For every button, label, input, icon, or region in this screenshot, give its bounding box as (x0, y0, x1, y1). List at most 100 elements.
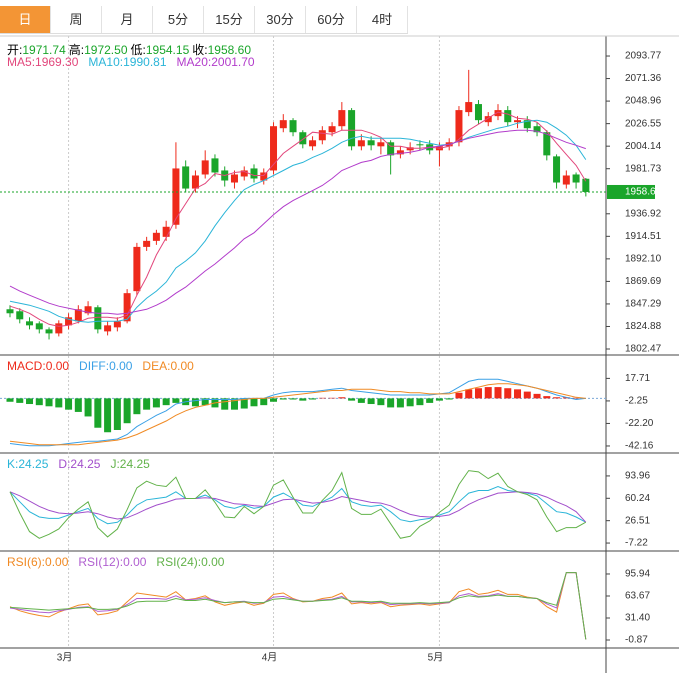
legend-name: DIFF (79, 359, 109, 373)
candle-body (377, 142, 385, 147)
macd-bar (94, 398, 102, 428)
ohlc-name: 高 (69, 43, 84, 57)
macd-bar (328, 397, 336, 399)
plot-area (9, 572, 587, 640)
macd-bar (338, 397, 346, 399)
candle-body (113, 321, 121, 328)
macd-bar (6, 398, 14, 402)
legend-value: 0.00 (170, 359, 194, 373)
series-line (9, 119, 587, 323)
legend-item: DEA0.00 (142, 359, 193, 373)
macd-bar (299, 398, 307, 401)
y-tick-label: 1981.73 (625, 163, 662, 174)
macd-bar (387, 398, 395, 408)
macd-bar (201, 398, 209, 406)
series-line (9, 572, 587, 640)
macd-legend: MACD0.00DIFF0.00DEA0.00 (7, 359, 204, 373)
candle-body (396, 150, 404, 155)
period-tab[interactable]: 15分 (204, 6, 255, 33)
y-tick-label: 31.40 (625, 613, 650, 624)
candle-body (279, 120, 287, 129)
candle-body (289, 120, 297, 133)
period-tab[interactable]: 周 (51, 6, 102, 33)
legend-value: 0.00 (201, 555, 225, 569)
macd-bar (455, 392, 463, 399)
macd-bar (416, 398, 424, 406)
period-tab[interactable]: 日 (0, 6, 51, 33)
x-tick-label: 4月 (262, 652, 278, 664)
y-tick-label: 1802.47 (625, 344, 662, 355)
legend-item: RSI(6)0.00 (7, 555, 68, 569)
ohlc-value: 1971.74 (22, 43, 66, 57)
candle-body (123, 293, 131, 322)
macd-bar (318, 397, 326, 399)
macd-bar (484, 387, 492, 399)
legend-value: 0.00 (45, 555, 69, 569)
candle-body (104, 325, 112, 332)
series-line (9, 491, 587, 523)
period-tab[interactable]: 4时 (357, 6, 408, 33)
y-tick-label: 26.51 (625, 515, 650, 526)
period-tab[interactable]: 5分 (153, 6, 204, 33)
candle-body (474, 104, 482, 121)
legend-value: 24.25 (70, 457, 101, 471)
candle-body (348, 110, 356, 147)
macd-bar (123, 398, 131, 424)
plot-area (0, 378, 606, 447)
candle-body (572, 174, 580, 183)
candle-body (162, 226, 170, 237)
candle-body (504, 110, 512, 123)
y-tick-label: -22.20 (625, 418, 654, 429)
y-tick-label: 1936.92 (625, 208, 662, 219)
candle-body (533, 126, 541, 133)
last-price-label: 1958.60 (625, 187, 662, 198)
macd-bar (465, 389, 473, 399)
macd-bar (104, 398, 112, 433)
candle-body (143, 240, 151, 247)
candle-body (543, 132, 551, 156)
period-tab[interactable]: 30分 (255, 6, 306, 33)
legend-item: MA202001.70 (177, 55, 255, 69)
macd-bar (377, 398, 385, 406)
y-tick-label: -2.25 (625, 396, 648, 407)
candle-body (182, 166, 190, 189)
series-line (9, 383, 586, 446)
period-tab[interactable]: 60分 (306, 6, 357, 33)
macd-bar (406, 398, 414, 407)
legend-value: 2001.70 (211, 55, 255, 69)
candle-body (270, 126, 278, 171)
x-tick-label: 5月 (428, 652, 444, 664)
candle-body (318, 130, 326, 141)
legend-name: MA20 (177, 55, 212, 69)
series-line (9, 129, 586, 315)
macd-bar (504, 388, 512, 399)
macd-bar (445, 398, 453, 400)
macd-bar (191, 398, 199, 407)
legend-name: MACD (7, 359, 46, 373)
candle-body (133, 246, 141, 292)
candle-body (455, 110, 463, 143)
macd-bar (55, 398, 63, 408)
legend-item: MA51969.30 (7, 55, 78, 69)
ohlc-item: 高1972.50 (69, 43, 128, 57)
candle-body (260, 172, 268, 181)
macd-bar (113, 398, 121, 430)
y-tick-label: 17.71 (625, 373, 650, 384)
kdj-legend: K24.25D24.25J24.25 (7, 457, 160, 471)
legend-item: RSI(24)0.00 (156, 555, 224, 569)
macd-bar (45, 398, 53, 407)
ohlc-value: 1958.60 (207, 43, 251, 57)
period-tab[interactable]: 月 (102, 6, 153, 33)
macd-bar (133, 398, 141, 415)
plot-area (6, 69, 590, 340)
y-tick-label: 1824.88 (625, 321, 662, 332)
y-tick-label: 2026.55 (625, 118, 662, 129)
macd-bar (289, 398, 297, 400)
macd-bar (543, 396, 551, 399)
candle-body (201, 160, 209, 175)
macd-bar (514, 389, 522, 399)
ohlc-name: 低 (131, 43, 146, 57)
